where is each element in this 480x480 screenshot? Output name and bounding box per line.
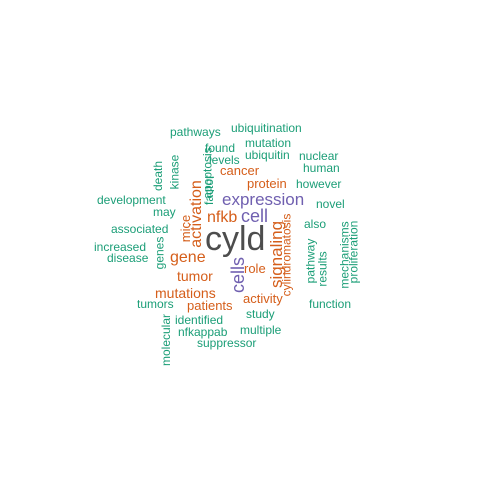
word-disease: disease <box>107 251 149 265</box>
word-tumor: tumor <box>177 268 213 284</box>
word-also: also <box>304 217 327 231</box>
word-identified: identified <box>175 313 224 327</box>
word-proliferation: proliferation <box>346 220 361 284</box>
word-found: found <box>205 141 236 155</box>
word-cylindromatosis: cylindromatosis <box>279 213 294 297</box>
word-study: study <box>246 307 275 321</box>
word-death: death <box>151 160 166 192</box>
word-nfkb: nfkb <box>207 209 238 226</box>
word-genes: genes <box>152 236 167 270</box>
word-suppressor: suppressor <box>197 336 257 350</box>
word-factor: factor <box>202 174 217 206</box>
word-protein: protein <box>247 176 287 191</box>
word-patients: patients <box>187 298 233 313</box>
word-cyld: cyld <box>205 220 266 258</box>
word-may: may <box>153 205 176 219</box>
word-levels: levels <box>209 153 240 167</box>
word-kinase: kinase <box>167 154 182 190</box>
word-pathways: pathways <box>170 125 221 139</box>
word-cancer: cancer <box>220 163 260 178</box>
word-mutation: mutation <box>245 136 292 150</box>
word-mice: mice <box>178 214 194 243</box>
word-novel: novel <box>316 197 345 211</box>
word-gene: gene <box>170 249 206 266</box>
word-ubiquitin: ubiquitin <box>245 148 290 162</box>
word-expression: expression <box>222 190 305 209</box>
word-multiple: multiple <box>240 323 282 337</box>
word-development: development <box>97 193 166 207</box>
word-role: role <box>244 261 266 276</box>
word-ubiquitination: ubiquitination <box>231 121 302 135</box>
word-nfkappab: nfkappab <box>178 325 228 339</box>
word-tumors: tumors <box>137 297 174 311</box>
word-human: human <box>303 161 340 175</box>
word-increased: increased <box>94 240 147 254</box>
word-pathway: pathway <box>303 238 318 284</box>
word-cell: cell <box>241 206 269 226</box>
word-however: however <box>296 177 342 191</box>
word-associated: associated <box>111 222 169 236</box>
word-mutations: mutations <box>155 285 216 301</box>
word-results: results <box>315 251 330 287</box>
word-nuclear: nuclear <box>299 149 339 163</box>
word-molecular: molecular <box>159 313 174 367</box>
word-activity: activity <box>243 291 283 306</box>
word-function: function <box>309 297 352 311</box>
